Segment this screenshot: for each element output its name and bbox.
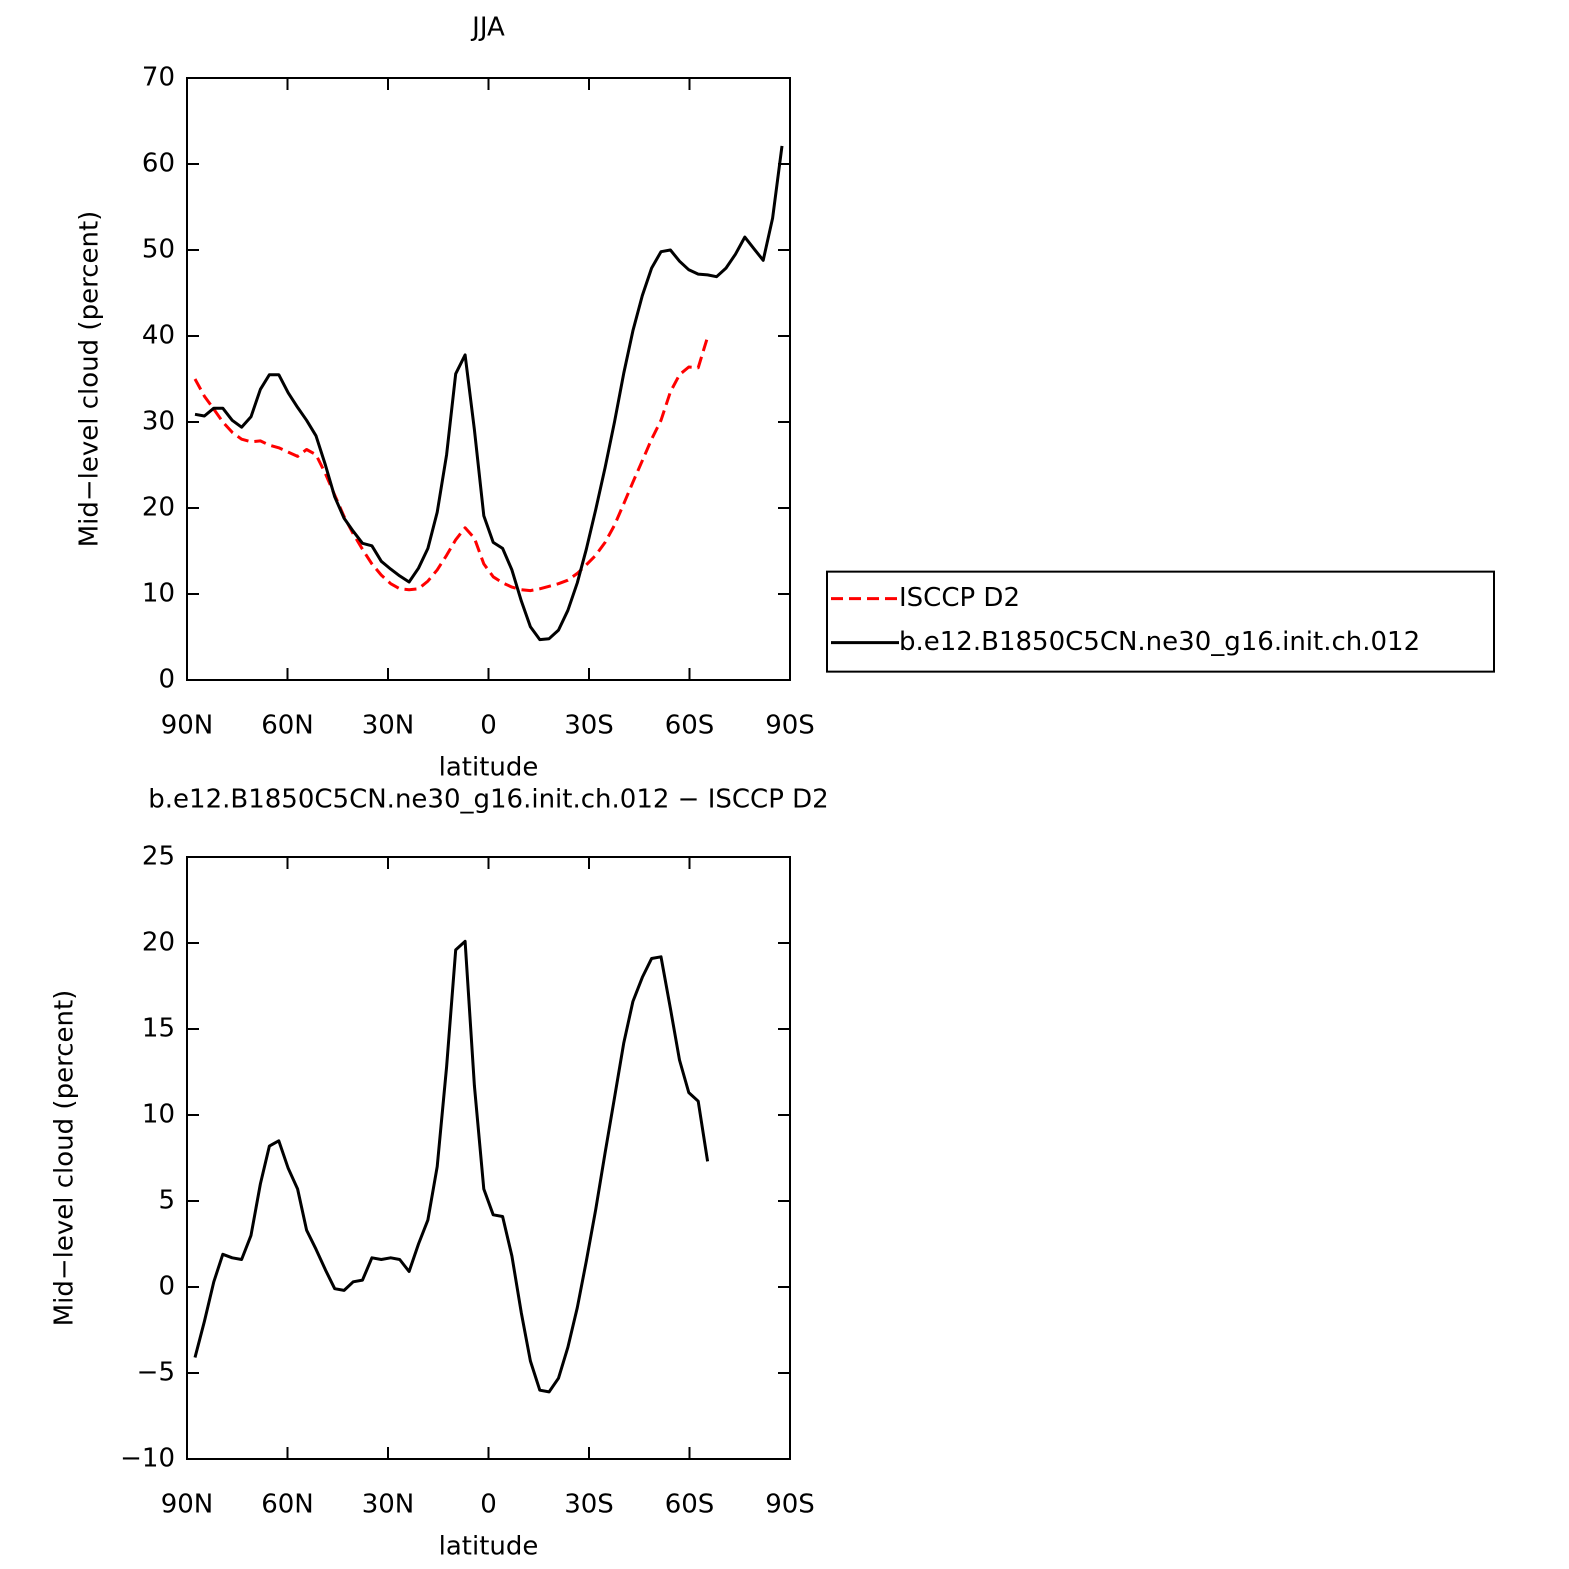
y-tick-label: −10 <box>120 1444 175 1474</box>
y-axis-label: Mid−level cloud (percent) <box>50 990 80 1327</box>
chart-title: JJA <box>470 13 505 43</box>
x-axis-label: latitude <box>439 753 539 783</box>
y-tick-label: 0 <box>158 665 175 695</box>
x-tick-label: 60S <box>665 1490 715 1520</box>
x-tick-label: 30S <box>564 711 614 741</box>
x-tick-label: 60N <box>261 1490 314 1520</box>
x-tick-label: 90S <box>765 711 815 741</box>
y-tick-label: 20 <box>142 928 175 958</box>
x-tick-label: 30N <box>362 1490 415 1520</box>
y-axis-label: Mid−level cloud (percent) <box>75 211 105 548</box>
y-tick-label: 40 <box>142 321 175 351</box>
x-tick-label: 90N <box>161 711 214 741</box>
y-tick-label: −5 <box>137 1358 175 1388</box>
y-tick-label: 70 <box>142 63 175 93</box>
x-tick-label: 90N <box>161 1490 214 1520</box>
x-tick-label: 0 <box>480 1490 497 1520</box>
plot-frame <box>186 856 791 1460</box>
legend-box <box>826 570 1495 673</box>
x-tick-label: 60S <box>665 711 715 741</box>
x-axis-label: latitude <box>439 1532 539 1562</box>
series-line <box>193 336 710 593</box>
y-tick-label: 30 <box>142 407 175 437</box>
y-tick-label: 5 <box>158 1186 175 1216</box>
y-tick-label: 15 <box>142 1014 175 1044</box>
y-tick-label: 10 <box>142 1100 175 1130</box>
y-tick-label: 20 <box>142 493 175 523</box>
y-tick-label: 50 <box>142 235 175 265</box>
y-tick-label: 10 <box>142 579 175 609</box>
x-tick-label: 90S <box>765 1490 815 1520</box>
y-tick-label: 25 <box>142 842 175 872</box>
legend-label: ISCCP D2 <box>899 583 1020 613</box>
y-tick-label: 0 <box>158 1272 175 1302</box>
plot-frame <box>186 77 791 681</box>
x-tick-label: 0 <box>480 711 497 741</box>
x-tick-label: 30S <box>564 1490 614 1520</box>
x-tick-label: 30N <box>362 711 415 741</box>
series-line <box>193 939 710 1394</box>
y-tick-label: 60 <box>142 149 175 179</box>
series-line <box>194 145 784 642</box>
legend-label: b.e12.B1850C5CN.ne30_g16.init.ch.012 <box>899 627 1420 657</box>
x-tick-label: 60N <box>261 711 314 741</box>
chart-title: b.e12.B1850C5CN.ne30_g16.init.ch.012 − I… <box>148 785 828 815</box>
